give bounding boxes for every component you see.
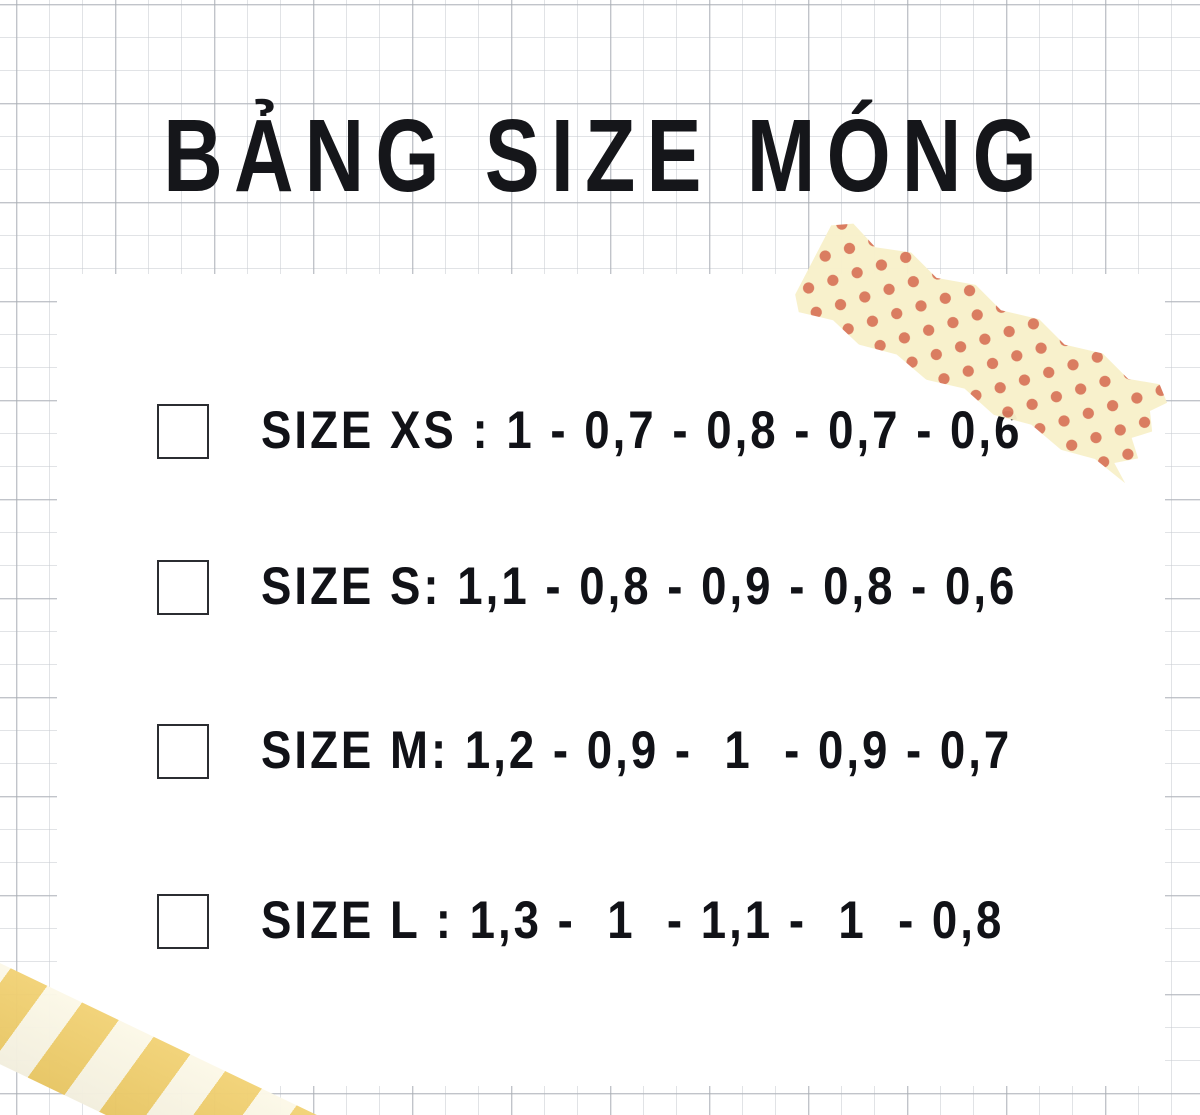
size-row-label-m: SIZE M: 1,2 - 0,9 - 1 - 0,9 - 0,7 [261,721,1013,780]
checkbox-size-s[interactable] [157,559,209,615]
checkbox-size-xs[interactable] [157,403,209,459]
size-row-label-xs: SIZE XS : 1 - 0,7 - 0,8 - 0,7 - 0,6 [261,401,1023,460]
size-row-label-s: SIZE S: 1,1 - 0,8 - 0,9 - 0,8 - 0,6 [261,557,1018,616]
checkbox-size-l[interactable] [157,893,209,949]
white-paper-card [57,274,1165,1086]
list-item[interactable]: SIZE S: 1,1 - 0,8 - 0,9 - 0,8 - 0,6 [157,558,1141,616]
checkbox-size-m[interactable] [157,723,209,779]
page-title: BẢNG SIZE MÓNG [163,98,1048,213]
list-item[interactable]: SIZE L : 1,3 - 1 - 1,1 - 1 - 0,8 [157,892,1125,950]
size-row-label-l: SIZE L : 1,3 - 1 - 1,1 - 1 - 0,8 [261,891,1005,950]
list-item[interactable]: SIZE M: 1,2 - 0,9 - 1 - 0,9 - 0,7 [157,722,1135,780]
